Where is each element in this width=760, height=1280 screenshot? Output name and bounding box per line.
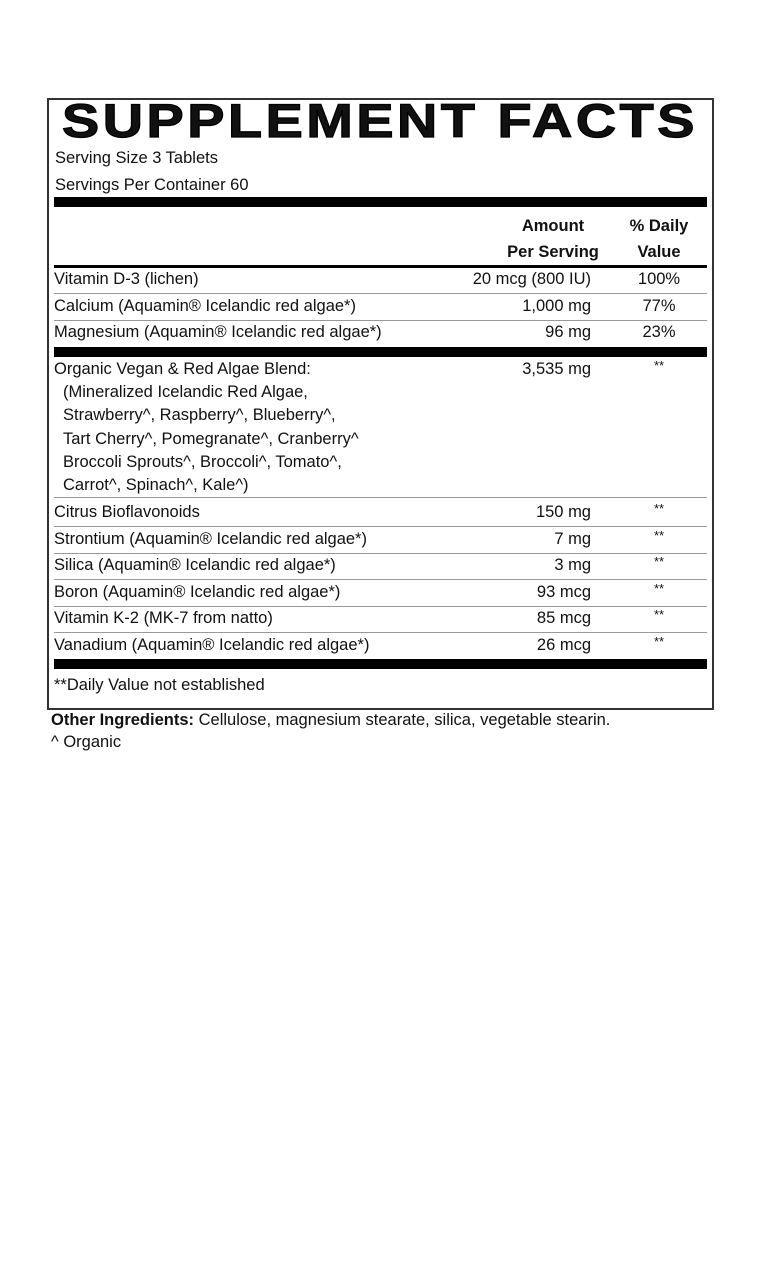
blend-ingredient-line: Tart Cherry^, Pomegranate^, Cranberry^ <box>63 429 359 448</box>
organic-note: ^ Organic <box>51 733 122 751</box>
supplement-facts-panel <box>47 98 714 710</box>
footnote: **Daily Value not established <box>54 676 265 694</box>
blend-amount: 3,535 mg <box>522 360 591 378</box>
nutrient-name: Citrus Bioflavonoids <box>54 503 200 521</box>
nutrient-daily-value: 23% <box>642 323 676 341</box>
row-divider <box>54 320 707 321</box>
nutrient-daily-value: ** <box>653 634 665 649</box>
blend-ingredient-line: Strawberry^, Raspberry^, Blueberry^, <box>63 406 336 425</box>
row-divider <box>54 553 707 554</box>
panel-title: SUPPLEMENT FACTS <box>61 94 698 147</box>
row-divider <box>54 497 707 498</box>
serving-size: Serving Size 3 Tablets <box>55 149 218 167</box>
nutrient-daily-value: 100% <box>637 270 681 288</box>
dv-header-2: Value <box>637 243 681 261</box>
nutrient-name: Strontium (Aquamin® Icelandic red algae*… <box>54 530 367 548</box>
thick-divider <box>54 659 707 669</box>
nutrient-amount: 7 mg <box>554 530 591 548</box>
nutrient-name: Vitamin D-3 (lichen) <box>54 270 199 288</box>
nutrient-amount: 150 mg <box>535 503 591 521</box>
nutrient-name: Silica (Aquamin® Icelandic red algae*) <box>54 556 336 574</box>
other-ingredients-label: Other Ingredients: <box>51 711 195 729</box>
servings-per-container: Servings Per Container 60 <box>55 176 249 194</box>
nutrient-amount: 1,000 mg <box>522 297 591 315</box>
nutrient-daily-value: ** <box>653 528 665 543</box>
row-divider <box>54 606 707 607</box>
row-divider <box>54 632 707 633</box>
nutrient-daily-value: ** <box>653 581 665 596</box>
nutrient-name: Calcium (Aquamin® Icelandic red algae*) <box>54 297 356 315</box>
blend-ingredient-line: (Mineralized Icelandic Red Algae, <box>63 383 308 401</box>
nutrient-name: Boron (Aquamin® Icelandic red algae*) <box>54 583 341 601</box>
nutrient-name: Magnesium (Aquamin® Icelandic red algae*… <box>54 323 382 341</box>
header-divider <box>54 265 707 268</box>
other-ingredients-text: Cellulose, magnesium stearate, silica, v… <box>194 711 611 729</box>
blend-ingredient-line: Carrot^, Spinach^, Kale^) <box>63 476 249 495</box>
row-divider <box>54 293 707 294</box>
nutrient-daily-value: ** <box>653 501 665 516</box>
nutrient-amount: 96 mg <box>545 323 591 341</box>
nutrient-amount: 85 mcg <box>536 609 591 627</box>
nutrient-amount: 26 mcg <box>536 636 591 654</box>
nutrient-name: Vitamin K-2 (MK-7 from natto) <box>54 609 273 627</box>
nutrient-amount: 3 mg <box>554 556 591 574</box>
thick-divider <box>54 197 707 207</box>
amount-header: Amount <box>521 217 585 235</box>
nutrient-amount: 93 mcg <box>536 583 591 601</box>
thick-divider <box>54 347 707 357</box>
nutrient-daily-value: ** <box>653 607 665 622</box>
amount-header-2: Per Serving <box>507 243 599 261</box>
nutrient-amount: 20 mcg (800 IU) <box>472 270 591 288</box>
blend-daily-value: ** <box>653 358 665 373</box>
nutrient-daily-value: 77% <box>642 297 676 315</box>
blend-ingredient-line: Broccoli Sprouts^, Broccoli^, Tomato^, <box>63 452 342 471</box>
dv-header: % Daily <box>629 217 689 235</box>
nutrient-daily-value: ** <box>653 554 665 569</box>
row-divider <box>54 579 707 580</box>
nutrient-name: Vanadium (Aquamin® Icelandic red algae*) <box>54 636 370 654</box>
blend-name: Organic Vegan & Red Algae Blend: <box>54 360 311 378</box>
row-divider <box>54 526 707 527</box>
other-ingredients: Other Ingredients: Cellulose, magnesium … <box>51 710 610 730</box>
